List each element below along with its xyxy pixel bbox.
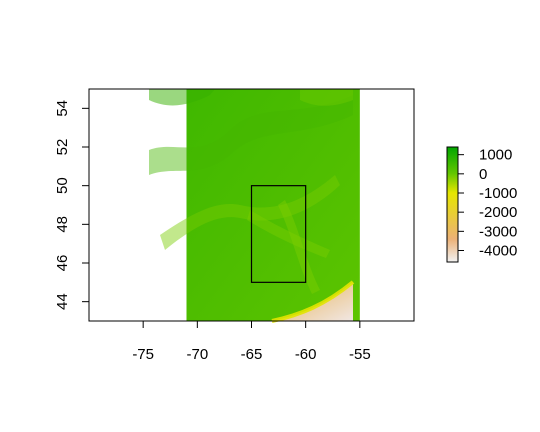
legend-tick-label: 1000: [479, 147, 512, 164]
x-tick-label: -75: [132, 346, 154, 363]
x-tick-label: -70: [186, 346, 208, 363]
legend-tick-label: 0: [479, 166, 487, 183]
x-tick-label: -60: [295, 346, 317, 363]
y-tick-label: 44: [54, 293, 71, 310]
deep-water-region: [272, 282, 353, 321]
legend-ticks: 1000 0 -1000 -2000 -3000 -4000: [458, 147, 517, 260]
x-tick-label: -55: [349, 346, 371, 363]
x-tick-label: -65: [241, 346, 263, 363]
color-legend: 1000 0 -1000 -2000 -3000 -4000: [446, 146, 517, 263]
y-tick-label: 46: [54, 255, 71, 272]
x-axis: -75 -70 -65 -60 -55: [132, 320, 371, 363]
y-axis: 44 46 48 50 52 54: [54, 100, 90, 310]
legend-tick-label: -2000: [479, 204, 517, 221]
legend-tick-label: -4000: [479, 243, 517, 260]
y-tick-label: 48: [54, 216, 71, 233]
highlight-box: [250, 185, 307, 283]
y-tick-label: 52: [54, 139, 71, 156]
legend-tick-label: -1000: [479, 185, 517, 202]
elevation-raster: [149, 89, 360, 323]
y-tick-label: 50: [54, 177, 71, 194]
legend-colorbar: [446, 146, 459, 263]
legend-tick-label: -3000: [479, 223, 517, 240]
y-tick-label: 54: [54, 100, 71, 117]
